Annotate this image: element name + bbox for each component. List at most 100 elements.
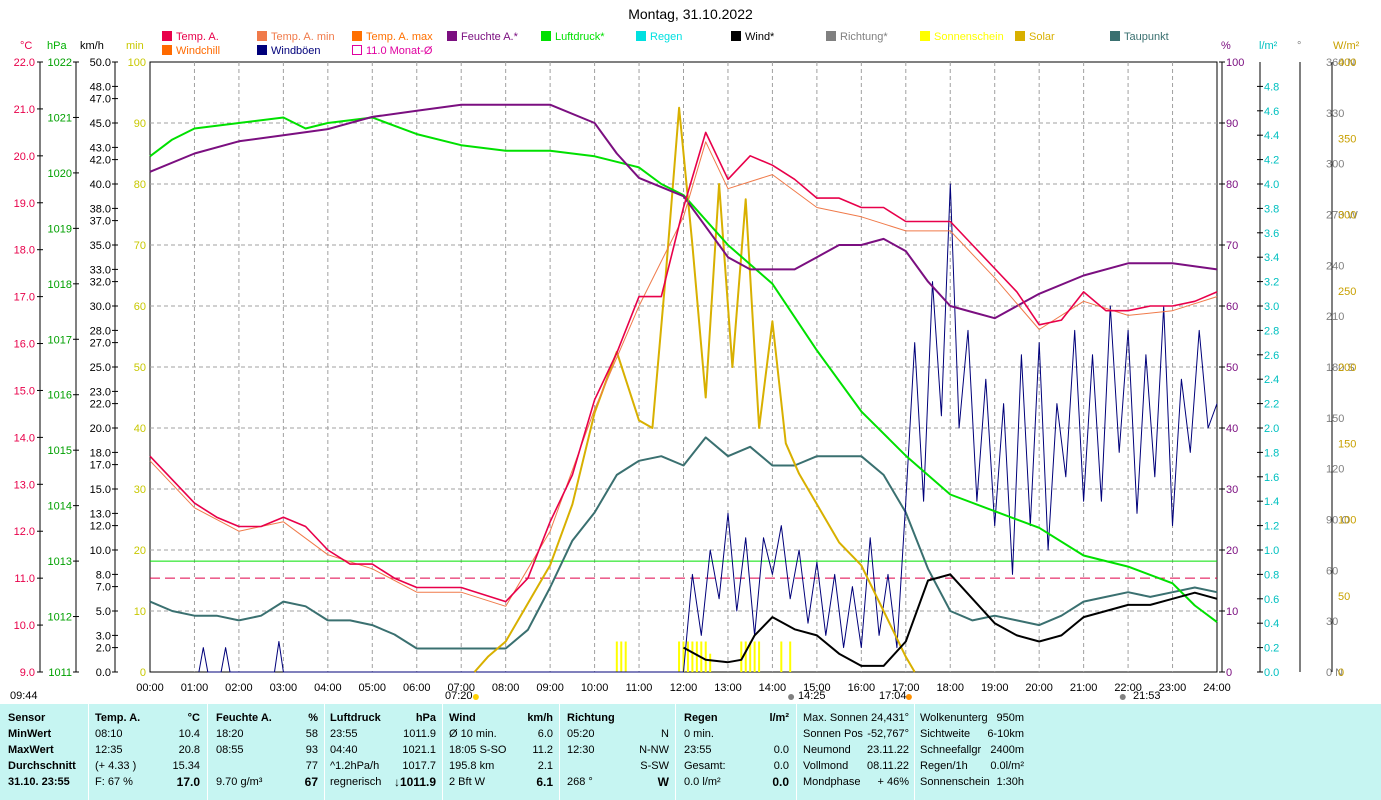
- x-tick-label: 00:00: [136, 682, 164, 694]
- min-tick-label: 30: [134, 484, 146, 496]
- x-tick-label: 04:00: [314, 682, 342, 694]
- x-tick-label: 18:00: [936, 682, 964, 694]
- press-current-value: ↓1011.9: [393, 775, 436, 789]
- wind-avg-label: Ø 10 min.: [449, 728, 497, 740]
- x-tick-label: 16:00: [848, 682, 876, 694]
- temp-tick-label: 17.0: [14, 292, 35, 304]
- wind-tick-label: 13.0: [90, 508, 111, 520]
- temp-avg-delta: (+ 4.33 ): [95, 760, 137, 772]
- press-tick-label: 1016: [48, 390, 72, 402]
- wind-tick-label: 40.0: [90, 179, 111, 191]
- rain-current-value: 0.0: [772, 775, 789, 789]
- legend-item: Wind*: [731, 31, 774, 43]
- legend-label: 11.0 Monat-Ø: [366, 45, 433, 57]
- rain-tick-label: 1.8: [1264, 447, 1279, 459]
- series-line-temp-a-: [149, 131, 1218, 603]
- rain-tick-label: 2.2: [1264, 399, 1279, 411]
- rain-tick-label: 0.8: [1264, 569, 1279, 581]
- dir-time-1: 05:20: [567, 728, 595, 740]
- x-tick-label: 12:00: [670, 682, 698, 694]
- wind-current-value: 6.1: [536, 775, 553, 789]
- moonset-marker: [1119, 694, 1126, 700]
- hum-tick-label: 100: [1226, 57, 1244, 69]
- astro-label-2: Sonnen Pos: [803, 728, 863, 740]
- wind-tick-label: 0.0: [96, 667, 111, 679]
- hum-tick-label: 70: [1226, 240, 1238, 252]
- weather-value-1: 950m: [996, 712, 1024, 724]
- series-line-feuchte-a-: [149, 103, 1218, 320]
- sunshine-bar: [709, 653, 712, 672]
- x-tick-label: 13:00: [714, 682, 742, 694]
- legend-item: Feuchte A.*: [447, 31, 518, 43]
- astro-label-4: Vollmond: [803, 760, 849, 772]
- x-tick-label: 09:00: [536, 682, 564, 694]
- series-line-wind: [683, 573, 1218, 667]
- dir-value-2: N-NW: [639, 744, 669, 756]
- hum-header: Feuchte A.: [216, 712, 272, 724]
- row-max-label: MaxWert: [8, 744, 54, 756]
- legend-item: Temp. A.: [162, 31, 219, 43]
- rain-tick-label: 1.0: [1264, 545, 1279, 557]
- dir-value-1: N: [661, 728, 669, 740]
- rain-tick-label: 4.6: [1264, 106, 1279, 118]
- temp-min-time: 08:10: [95, 728, 123, 740]
- legend-swatch: [541, 31, 551, 41]
- hum-tick-label: 20: [1226, 545, 1238, 557]
- rain-tick-label: 2.6: [1264, 350, 1279, 362]
- legend-label: Sonnenschein: [934, 31, 1004, 43]
- legend-swatch: [352, 45, 362, 55]
- wind-tick-label: 25.0: [90, 362, 111, 374]
- astro-column: Max. Sonnen 24,431° Sonnen Pos -52,767° Ne…: [803, 710, 909, 790]
- wind-header: Wind: [449, 712, 476, 724]
- x-tick-label: 01:00: [181, 682, 209, 694]
- sunshine-bar: [744, 641, 747, 672]
- legend-item: Temp. A. max: [352, 31, 433, 43]
- solar-tick-label: 150: [1338, 438, 1356, 450]
- legend-label: Wind*: [745, 31, 775, 43]
- sunset-marker: [905, 694, 912, 700]
- astro-value-1: 24,431°: [870, 712, 909, 724]
- legend-item: Regen: [636, 31, 682, 43]
- summary-panel: Sensor MinWert MaxWert Durchschnitt 31.1…: [0, 704, 1381, 800]
- solar-tick-label: 200: [1338, 362, 1356, 374]
- weather-label-4: Regen/1h: [920, 760, 968, 772]
- legend-label: Solar: [1029, 31, 1055, 43]
- legend-item: Solar: [1015, 31, 1055, 43]
- rain-tick-label: 3.6: [1264, 228, 1279, 240]
- rain-tick-label: 2.8: [1264, 325, 1279, 337]
- rain-tick-label: 0.6: [1264, 594, 1279, 606]
- legend-item: 11.0 Monat-Ø: [352, 45, 432, 57]
- legend-swatch: [636, 31, 646, 41]
- temp-tick-label: 9.0: [20, 667, 35, 679]
- temp-tick-label: 14.0: [14, 432, 35, 444]
- solar-tick-label: 350: [1338, 133, 1356, 145]
- legend-label: Luftdruck*: [555, 31, 605, 43]
- hum-tick-label: 80: [1226, 179, 1238, 191]
- wind-tick-label: 33.0: [90, 264, 111, 276]
- wind-tick-label: 17.0: [90, 460, 111, 472]
- weather-chart: 00:00 01:00 02:00 03:00 04:00 05:00 06:00 07:00…: [14, 57, 1358, 700]
- dir-tick-label: 120: [1326, 464, 1344, 476]
- wind-tick-label: 7.0: [96, 582, 111, 594]
- legend-label: Windböen: [271, 45, 321, 57]
- rain-tick-label: 3.4: [1264, 252, 1279, 264]
- temp-tick-label: 16.0: [14, 339, 35, 351]
- wind-avg-value: 6.0: [537, 728, 553, 740]
- humidity-column: Feuchte A.% 18:20 58 08:55 93 77 9.70 g/m³…: [216, 710, 318, 790]
- astro-value-3: 23.11.22: [866, 744, 909, 756]
- summary-row-labels: Sensor MinWert MaxWert Durchschnitt 31.1…: [8, 710, 76, 790]
- min-tick-label: 70: [134, 240, 146, 252]
- wind-tick-label: 27.0: [90, 338, 111, 350]
- wind-tick-label: 32.0: [90, 277, 111, 289]
- rain-tick-label: 0.0: [1264, 667, 1279, 679]
- wind-tick-label: 8.0: [96, 569, 111, 581]
- temp-tick-label: 11.0: [14, 573, 35, 585]
- press-max-time: 04:40: [330, 744, 358, 756]
- sunshine-bar: [686, 641, 689, 672]
- temp-max-value: 20.8: [178, 744, 200, 756]
- weather-label-3: Schneefallgr: [920, 744, 982, 756]
- unit-temp: °C: [20, 40, 33, 52]
- sunshine-bar: [758, 641, 761, 672]
- dir-tick-label: 180 S: [1326, 362, 1355, 374]
- wind-tick-label: 15.0: [90, 484, 111, 496]
